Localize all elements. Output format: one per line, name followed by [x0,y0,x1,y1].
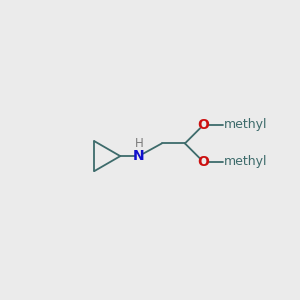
Text: methyl: methyl [224,118,268,131]
Text: O: O [197,118,209,132]
Text: methyl: methyl [224,155,268,168]
Text: O: O [197,155,209,169]
Text: H: H [135,137,144,150]
Text: N: N [133,149,145,163]
